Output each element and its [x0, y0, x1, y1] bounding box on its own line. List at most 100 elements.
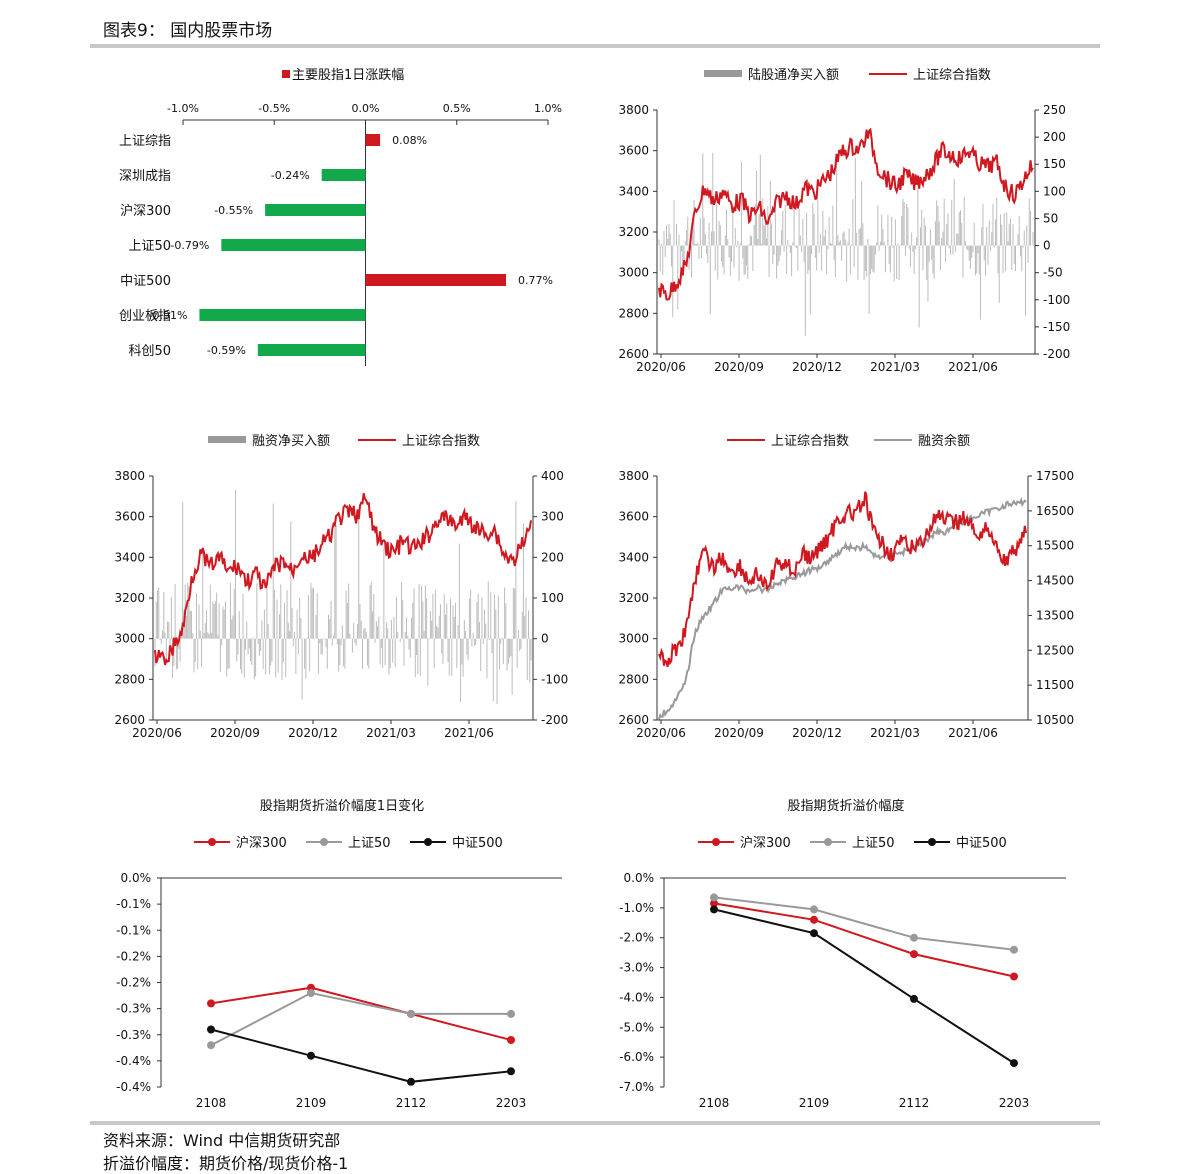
y-tick-label: -0.2% — [116, 949, 151, 963]
y-tick-label: -0.3% — [116, 1002, 151, 1016]
right-tick-label: 50 — [1043, 211, 1058, 225]
x-tick-label: 2112 — [899, 1096, 930, 1110]
legend-label: 陆股通净买入额 — [748, 67, 839, 83]
left-tick-label: 3200 — [114, 591, 145, 605]
right-tick-label: -150 — [1043, 320, 1070, 334]
y-tick-label: -3.0% — [619, 961, 654, 975]
zz500-line — [210, 1028, 512, 1083]
x-tick-label: 2020/12 — [792, 726, 842, 740]
legend-label: 融资余额 — [918, 433, 970, 449]
legend-marker — [424, 838, 432, 846]
legend-swatch — [208, 436, 246, 443]
shanghai-composite-line — [658, 127, 1034, 301]
shanghai-composite-line — [154, 493, 532, 666]
left-tick-label: 3000 — [114, 632, 145, 646]
y-tick-label: -2.0% — [619, 931, 654, 945]
right-tick-label: 16500 — [1036, 504, 1074, 518]
data-point — [710, 899, 718, 908]
legend-label: 沪深300 — [740, 835, 791, 851]
x-tick-label: 2021/03 — [870, 726, 920, 740]
left-tick-label: 2600 — [114, 713, 145, 727]
x-tick-label: 2109 — [296, 1096, 327, 1110]
data-point — [307, 1051, 315, 1060]
legend-marker — [824, 838, 832, 846]
x-tick-label: 2109 — [799, 1096, 830, 1110]
x-tick-label: 2021/06 — [948, 360, 998, 374]
figure-title: 图表9： 国内股票市场 — [103, 21, 273, 41]
bar — [221, 239, 366, 251]
right-tick-label: 15500 — [1036, 539, 1074, 553]
y-tick-label: -1.0% — [619, 901, 654, 915]
category-label: 沪深300 — [120, 203, 171, 219]
right-tick-label: 0 — [1043, 239, 1051, 253]
x-tick-label: 2021/03 — [870, 360, 920, 374]
legend-label: 中证500 — [452, 836, 503, 851]
data-point — [710, 893, 718, 902]
data-point — [1010, 972, 1018, 981]
bar — [365, 134, 381, 146]
zz500-line — [713, 908, 1015, 1064]
left-tick-label: 3600 — [618, 510, 649, 524]
legend-marker — [928, 838, 936, 846]
y-tick-label: 0.0% — [624, 871, 655, 885]
right-tick-label: 300 — [541, 510, 564, 524]
data-point — [507, 1009, 515, 1018]
left-tick-label: 2600 — [618, 347, 649, 361]
x-tick-label: 2203 — [496, 1096, 527, 1110]
right-tick-label: 11500 — [1036, 678, 1074, 692]
data-label: -0.59% — [207, 344, 246, 357]
category-label: 上证50 — [128, 239, 171, 254]
legend-label: 融资净买入额 — [252, 434, 330, 449]
x-tick-label: 2020/09 — [210, 726, 260, 740]
legend-label: 上证综合指数 — [913, 68, 991, 83]
data-point — [910, 994, 918, 1003]
data-point — [710, 905, 718, 914]
y-tick-label: -0.1% — [116, 897, 151, 911]
x-tick-label: 2021/06 — [444, 726, 494, 740]
right-tick-label: 100 — [1043, 184, 1066, 198]
data-point — [207, 1025, 215, 1034]
x-tick-label: 0.0% — [352, 102, 380, 115]
data-point — [810, 929, 818, 938]
left-tick-label: 2600 — [618, 713, 649, 727]
x-tick-label: 2021/06 — [948, 726, 998, 740]
data-label: -0.91% — [149, 309, 188, 322]
right-tick-label: 100 — [541, 591, 564, 605]
legend-swatch — [704, 70, 742, 77]
bar — [257, 344, 366, 356]
category-label: 创业板指 — [119, 309, 171, 324]
x-tick-label: 2020/06 — [636, 726, 686, 740]
right-tick-label: 13500 — [1036, 608, 1074, 622]
bar — [321, 169, 366, 181]
x-tick-label: 2112 — [396, 1096, 427, 1110]
legend-label: 中证500 — [956, 836, 1007, 851]
x-tick-label: 2108 — [699, 1096, 730, 1110]
right-tick-label: 10500 — [1036, 713, 1074, 727]
y-tick-label: -0.4% — [116, 1080, 151, 1094]
x-tick-label: 2020/12 — [792, 360, 842, 374]
data-point — [1010, 945, 1018, 954]
data-label: 0.77% — [518, 274, 553, 287]
left-tick-label: 3000 — [618, 266, 649, 280]
data-point — [810, 915, 818, 924]
left-tick-label: 3400 — [618, 184, 649, 198]
y-tick-label: -5.0% — [619, 1020, 654, 1034]
right-tick-label: 17500 — [1036, 469, 1074, 483]
margin-balance-line — [658, 496, 1027, 720]
right-tick-label: -50 — [1043, 266, 1063, 280]
shanghai-composite-line — [658, 491, 1027, 668]
y-tick-label: -4.0% — [619, 990, 654, 1004]
data-label: 0.08% — [392, 134, 427, 147]
right-tick-label: -200 — [541, 713, 568, 727]
x-tick-label: 0.5% — [443, 102, 471, 115]
bar — [199, 309, 366, 321]
right-tick-label: -100 — [541, 672, 568, 686]
bar — [365, 274, 507, 286]
left-tick-label: 3600 — [114, 510, 145, 524]
data-point — [207, 1041, 215, 1050]
data-point — [307, 989, 315, 997]
data-point — [507, 1036, 515, 1044]
hs300-line — [713, 902, 1015, 978]
left-tick-label: 3400 — [114, 550, 145, 564]
x-tick-label: -1.0% — [167, 102, 199, 115]
